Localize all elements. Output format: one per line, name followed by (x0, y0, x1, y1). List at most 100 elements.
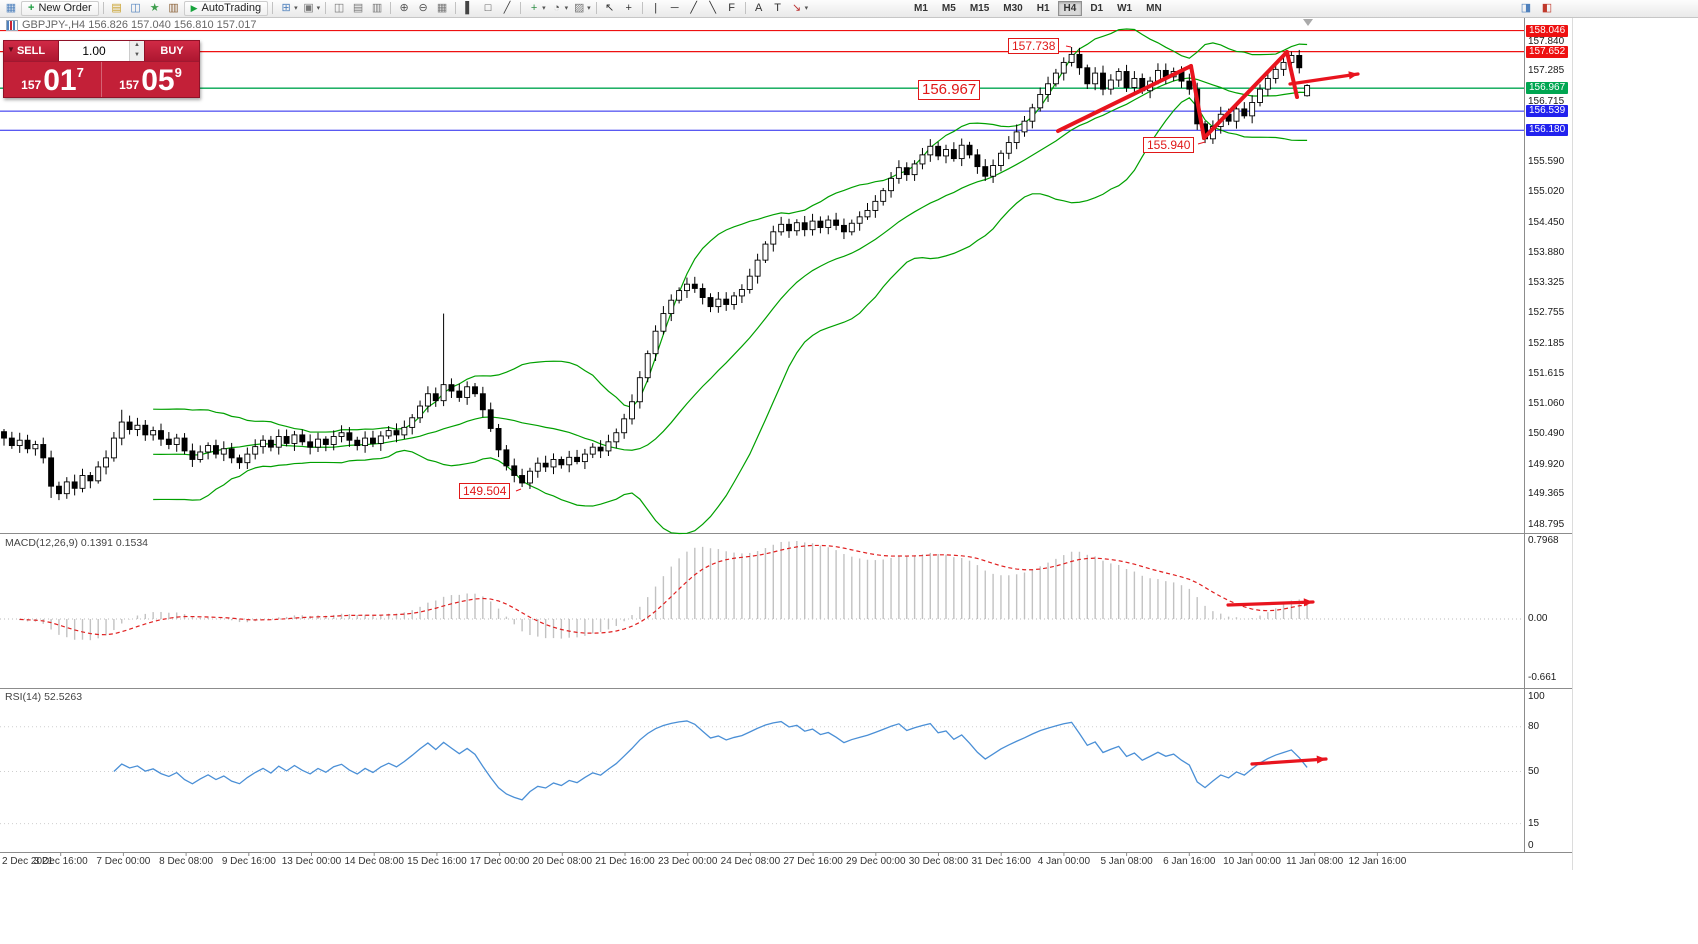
price-callout-label[interactable]: 149.504 (459, 483, 511, 500)
chart-window-icon[interactable]: ▦ (5, 1, 17, 14)
price-callout-label[interactable]: 157.738 (1008, 38, 1060, 55)
toolbar-divider (390, 2, 392, 14)
toolbar-divider (595, 2, 597, 14)
time-axis-label: 17 Dec 00:00 (469, 856, 530, 867)
chart-symbol-header: GBPJPY-,H4 156.826 157.040 156.810 157.0… (6, 19, 256, 31)
rsi-axis-label: 15 (1528, 817, 1540, 829)
periods-dropdown-icon[interactable]: ▾ (564, 5, 569, 12)
horizontal-line-icon[interactable]: ─ (670, 1, 679, 14)
time-axis-label: 5 Jan 08:00 (1100, 856, 1153, 867)
tile-horizontally-icon[interactable]: ▤ (352, 1, 364, 14)
price-axis-label: 157.652 (1526, 45, 1569, 58)
templates-icon[interactable]: ▨ (573, 1, 585, 14)
bar-chart-icon[interactable]: ▌ (465, 1, 473, 14)
text-label-icon[interactable]: T (774, 1, 782, 14)
rsi-axis-label: 0 (1528, 840, 1534, 851)
cursor-icon[interactable]: ↖ (605, 1, 615, 14)
collapse-panel-icon[interactable]: ▼ (7, 45, 15, 54)
buy-price-big: 05 (141, 64, 175, 97)
price-axis-label: 148.795 (1528, 518, 1565, 530)
sell-button[interactable]: SELL (4, 41, 58, 61)
auto-arrange-icon[interactable]: ▦ (436, 1, 448, 14)
market-watch-icon[interactable]: ▤ (111, 1, 122, 14)
trendline-icon[interactable]: ╱ (690, 1, 697, 14)
volume-input[interactable] (59, 41, 129, 61)
timeframe-mn[interactable]: MN (1146, 3, 1162, 14)
timeframe-m1[interactable]: M1 (914, 3, 928, 14)
time-axis-label: 7 Dec 00:00 (96, 856, 151, 867)
profiles-dropdown-icon[interactable]: ▾ (316, 5, 321, 12)
profiles-icon[interactable]: ▣ (303, 1, 314, 14)
autotrading-button[interactable]: ▶ AutoTrading (183, 0, 269, 16)
timeframe-m15[interactable]: M15 (969, 3, 990, 14)
time-axis-label: 24 Dec 08:00 (720, 856, 781, 867)
price-axis-label: 156.967 (1526, 82, 1569, 95)
price-axis-label: 156.180 (1526, 124, 1569, 137)
equidistant-channel-icon[interactable]: ╲ (709, 1, 716, 14)
arrows-icon[interactable]: ↘ (792, 1, 802, 14)
templates-dropdown-icon[interactable]: ▾ (587, 5, 591, 12)
volume-down-icon[interactable]: ▼ (130, 51, 144, 61)
macd-title: MACD(12,26,9) 0.1391 0.1534 (5, 537, 149, 549)
price-axis-label: 151.615 (1528, 368, 1565, 380)
auto-scroll-icon[interactable]: ◧ (1541, 1, 1553, 14)
chart-ohlc-text: GBPJPY-,H4 156.826 157.040 156.810 157.0… (22, 19, 257, 31)
toolbar-divider (520, 2, 522, 14)
time-axis-label: 27 Dec 16:00 (783, 856, 843, 867)
tile-vertically-icon[interactable]: ▥ (371, 1, 383, 14)
vertical-line-icon[interactable]: | (654, 1, 658, 14)
crosshair-icon[interactable]: + (625, 1, 632, 14)
time-axis-label: 21 Dec 16:00 (595, 856, 655, 867)
buy-price-pip: 9 (174, 65, 182, 80)
price-callout-label[interactable]: 155.940 (1143, 137, 1195, 154)
buy-button[interactable]: BUY (145, 41, 199, 61)
cascade-windows-icon[interactable]: ◫ (333, 1, 345, 14)
timeframe-m30[interactable]: M30 (1003, 3, 1023, 14)
timeframe-m5[interactable]: M5 (941, 3, 956, 14)
indicators-dropdown-icon[interactable]: ▾ (542, 5, 546, 12)
time-axis-label: 4 Jan 00:00 (1037, 856, 1091, 867)
chart-shift-icon[interactable]: ◨ (1520, 1, 1532, 14)
text-icon[interactable]: A (754, 1, 763, 14)
terminal-icon[interactable]: ▥ (168, 1, 179, 14)
zoom-in-icon[interactable]: ⊕ (399, 1, 409, 14)
time-axis-label: 15 Dec 16:00 (407, 856, 467, 867)
toolbar-divider (272, 2, 274, 14)
zoom-out-icon[interactable]: ⊖ (418, 1, 428, 14)
new-order-button[interactable]: + New Order (21, 0, 99, 16)
candlestick-chart-icon[interactable]: □ (484, 1, 492, 14)
time-axis-label: 20 Dec 08:00 (532, 856, 593, 867)
time-axis-label: 2 Dec 2021 (2, 856, 54, 867)
sell-price-prefix: 157 (21, 78, 42, 92)
timeframe-h4[interactable]: H4 (1057, 1, 1083, 16)
fibonacci-icon[interactable]: F (728, 1, 736, 14)
data-window-icon[interactable]: ◫ (130, 1, 141, 14)
arrows-dropdown-icon[interactable]: ▾ (804, 5, 809, 12)
timeframe-d1[interactable]: D1 (1090, 3, 1104, 14)
price-axis-label: 150.490 (1528, 428, 1565, 440)
periods-icon[interactable]: ◔ (553, 1, 560, 14)
time-axis-label: 30 Dec 08:00 (908, 856, 969, 867)
buy-price[interactable]: 157 05 9 (101, 62, 199, 97)
new-chart-icon[interactable]: ⊞ (281, 1, 291, 14)
price-axis-label: 149.365 (1528, 488, 1565, 500)
timeframe-w1[interactable]: W1 (1117, 3, 1133, 14)
indicators-icon[interactable]: + (530, 1, 538, 14)
sell-price[interactable]: 157 01 7 (4, 62, 101, 97)
time-axis-label: 10 Jan 00:00 (1223, 856, 1281, 867)
toolbar-divider (641, 2, 643, 14)
navigator-icon[interactable]: ★ (149, 1, 160, 14)
timeframe-toolbar: M1 M5 M15 M30 H1 H4 D1 W1 MN (908, 1, 1168, 16)
price-axis-label: 157.285 (1528, 65, 1565, 77)
price-axis-label: 154.450 (1528, 216, 1565, 228)
price-axis-label: 155.590 (1528, 155, 1565, 167)
price-callout-label[interactable]: 156.967 (918, 80, 981, 100)
line-chart-icon[interactable]: ╱ (503, 1, 511, 14)
price-axis-label: 156.715 (1528, 95, 1565, 107)
timeframe-h1[interactable]: H1 (1036, 3, 1050, 14)
volume-up-icon[interactable]: ▲ (130, 41, 144, 51)
new-chart-dropdown-icon[interactable]: ▾ (294, 5, 298, 12)
rsi-axis-label: 80 (1528, 720, 1540, 732)
